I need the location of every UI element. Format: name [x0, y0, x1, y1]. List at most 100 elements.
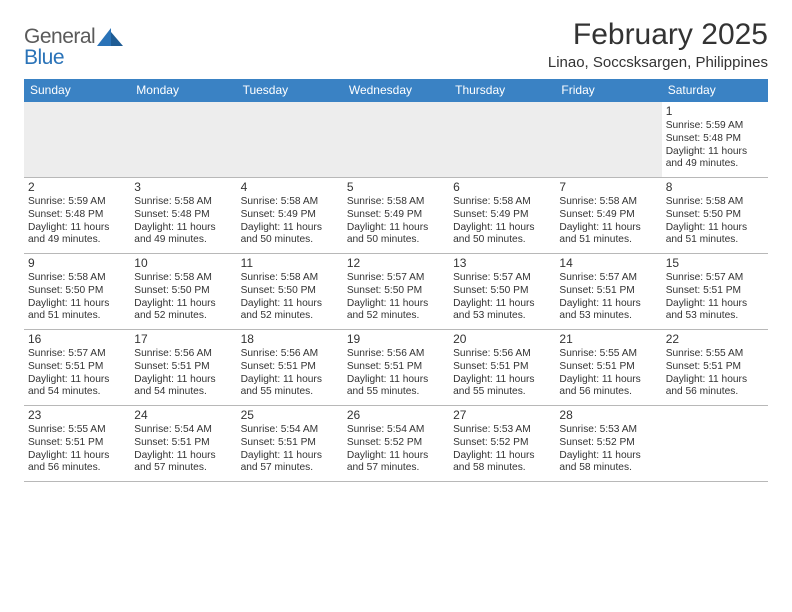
- day-number: 4: [241, 180, 339, 195]
- empty-cell: [555, 102, 661, 177]
- header: General Blue February 2025 Linao, Soccsk…: [24, 18, 768, 71]
- day-header: Sunday: [24, 79, 130, 102]
- sunrise-text: Sunrise: 5:55 AM: [666, 348, 764, 361]
- sunset-text: Sunset: 5:49 PM: [347, 209, 445, 222]
- week-row: 16Sunrise: 5:57 AMSunset: 5:51 PMDayligh…: [24, 330, 768, 406]
- sunrise-text: Sunrise: 5:56 AM: [134, 348, 232, 361]
- week-row: 1Sunrise: 5:59 AMSunset: 5:48 PMDaylight…: [24, 102, 768, 178]
- day-cell: 20Sunrise: 5:56 AMSunset: 5:51 PMDayligh…: [449, 330, 555, 405]
- sunrise-text: Sunrise: 5:58 AM: [453, 196, 551, 209]
- daylight-text: Daylight: 11 hours and 58 minutes.: [559, 450, 657, 476]
- daylight-text: Daylight: 11 hours and 49 minutes.: [28, 222, 126, 248]
- sunrise-text: Sunrise: 5:54 AM: [347, 424, 445, 437]
- empty-cell: [24, 102, 130, 177]
- day-header: Monday: [130, 79, 236, 102]
- brand-text: General Blue: [24, 26, 95, 68]
- daylight-text: Daylight: 11 hours and 50 minutes.: [241, 222, 339, 248]
- week-row: 2Sunrise: 5:59 AMSunset: 5:48 PMDaylight…: [24, 178, 768, 254]
- daylight-text: Daylight: 11 hours and 50 minutes.: [347, 222, 445, 248]
- day-header: Saturday: [662, 79, 768, 102]
- daylight-text: Daylight: 11 hours and 49 minutes.: [134, 222, 232, 248]
- day-cell: 9Sunrise: 5:58 AMSunset: 5:50 PMDaylight…: [24, 254, 130, 329]
- daylight-text: Daylight: 11 hours and 56 minutes.: [559, 374, 657, 400]
- day-cell: 7Sunrise: 5:58 AMSunset: 5:49 PMDaylight…: [555, 178, 661, 253]
- brand-mark-icon: [97, 28, 125, 55]
- sunrise-text: Sunrise: 5:57 AM: [453, 272, 551, 285]
- daylight-text: Daylight: 11 hours and 49 minutes.: [666, 146, 764, 172]
- sunset-text: Sunset: 5:48 PM: [28, 209, 126, 222]
- sunrise-text: Sunrise: 5:58 AM: [241, 272, 339, 285]
- day-cell: 28Sunrise: 5:53 AMSunset: 5:52 PMDayligh…: [555, 406, 661, 481]
- day-number: 11: [241, 256, 339, 271]
- daylight-text: Daylight: 11 hours and 54 minutes.: [28, 374, 126, 400]
- daylight-text: Daylight: 11 hours and 51 minutes.: [28, 298, 126, 324]
- day-header: Wednesday: [343, 79, 449, 102]
- day-cell: 18Sunrise: 5:56 AMSunset: 5:51 PMDayligh…: [237, 330, 343, 405]
- daylight-text: Daylight: 11 hours and 52 minutes.: [241, 298, 339, 324]
- daylight-text: Daylight: 11 hours and 53 minutes.: [559, 298, 657, 324]
- sunrise-text: Sunrise: 5:57 AM: [559, 272, 657, 285]
- week-row: 9Sunrise: 5:58 AMSunset: 5:50 PMDaylight…: [24, 254, 768, 330]
- daylight-text: Daylight: 11 hours and 53 minutes.: [453, 298, 551, 324]
- day-header: Tuesday: [237, 79, 343, 102]
- sunset-text: Sunset: 5:50 PM: [347, 285, 445, 298]
- day-number: 18: [241, 332, 339, 347]
- day-number: 26: [347, 408, 445, 423]
- day-number: 13: [453, 256, 551, 271]
- day-cell: 22Sunrise: 5:55 AMSunset: 5:51 PMDayligh…: [662, 330, 768, 405]
- sunset-text: Sunset: 5:51 PM: [666, 361, 764, 374]
- daylight-text: Daylight: 11 hours and 57 minutes.: [134, 450, 232, 476]
- day-cell: 19Sunrise: 5:56 AMSunset: 5:51 PMDayligh…: [343, 330, 449, 405]
- sunset-text: Sunset: 5:50 PM: [666, 209, 764, 222]
- day-number: 14: [559, 256, 657, 271]
- day-number: 25: [241, 408, 339, 423]
- day-cell: 14Sunrise: 5:57 AMSunset: 5:51 PMDayligh…: [555, 254, 661, 329]
- sunrise-text: Sunrise: 5:55 AM: [559, 348, 657, 361]
- sunset-text: Sunset: 5:51 PM: [241, 361, 339, 374]
- day-number: 16: [28, 332, 126, 347]
- day-cell: 16Sunrise: 5:57 AMSunset: 5:51 PMDayligh…: [24, 330, 130, 405]
- sunrise-text: Sunrise: 5:56 AM: [347, 348, 445, 361]
- day-cell: 2Sunrise: 5:59 AMSunset: 5:48 PMDaylight…: [24, 178, 130, 253]
- sunset-text: Sunset: 5:50 PM: [134, 285, 232, 298]
- day-header: Friday: [555, 79, 661, 102]
- day-cell: 21Sunrise: 5:55 AMSunset: 5:51 PMDayligh…: [555, 330, 661, 405]
- day-number: 7: [559, 180, 657, 195]
- day-cell: 27Sunrise: 5:53 AMSunset: 5:52 PMDayligh…: [449, 406, 555, 481]
- daylight-text: Daylight: 11 hours and 50 minutes.: [453, 222, 551, 248]
- sunrise-text: Sunrise: 5:58 AM: [241, 196, 339, 209]
- day-number: 20: [453, 332, 551, 347]
- sunset-text: Sunset: 5:49 PM: [453, 209, 551, 222]
- sunrise-text: Sunrise: 5:58 AM: [666, 196, 764, 209]
- day-cell: 15Sunrise: 5:57 AMSunset: 5:51 PMDayligh…: [662, 254, 768, 329]
- sunset-text: Sunset: 5:51 PM: [666, 285, 764, 298]
- day-number: 22: [666, 332, 764, 347]
- sunrise-text: Sunrise: 5:58 AM: [559, 196, 657, 209]
- sunrise-text: Sunrise: 5:54 AM: [134, 424, 232, 437]
- day-number: 19: [347, 332, 445, 347]
- sunrise-text: Sunrise: 5:55 AM: [28, 424, 126, 437]
- day-number: 15: [666, 256, 764, 271]
- day-cell: 17Sunrise: 5:56 AMSunset: 5:51 PMDayligh…: [130, 330, 236, 405]
- daylight-text: Daylight: 11 hours and 54 minutes.: [134, 374, 232, 400]
- daylight-text: Daylight: 11 hours and 52 minutes.: [347, 298, 445, 324]
- day-cell: 26Sunrise: 5:54 AMSunset: 5:52 PMDayligh…: [343, 406, 449, 481]
- sunset-text: Sunset: 5:49 PM: [241, 209, 339, 222]
- day-number: 12: [347, 256, 445, 271]
- daylight-text: Daylight: 11 hours and 57 minutes.: [347, 450, 445, 476]
- day-cell: 25Sunrise: 5:54 AMSunset: 5:51 PMDayligh…: [237, 406, 343, 481]
- sunset-text: Sunset: 5:48 PM: [134, 209, 232, 222]
- sunset-text: Sunset: 5:51 PM: [559, 361, 657, 374]
- day-cell: 4Sunrise: 5:58 AMSunset: 5:49 PMDaylight…: [237, 178, 343, 253]
- day-number: 3: [134, 180, 232, 195]
- sunset-text: Sunset: 5:51 PM: [28, 361, 126, 374]
- title-block: February 2025 Linao, Soccsksargen, Phili…: [548, 18, 768, 71]
- sunrise-text: Sunrise: 5:58 AM: [28, 272, 126, 285]
- empty-cell: [237, 102, 343, 177]
- sunset-text: Sunset: 5:52 PM: [453, 437, 551, 450]
- sunset-text: Sunset: 5:51 PM: [453, 361, 551, 374]
- daylight-text: Daylight: 11 hours and 56 minutes.: [28, 450, 126, 476]
- month-title: February 2025: [548, 18, 768, 52]
- brand-word-blue: Blue: [24, 46, 64, 69]
- daylight-text: Daylight: 11 hours and 53 minutes.: [666, 298, 764, 324]
